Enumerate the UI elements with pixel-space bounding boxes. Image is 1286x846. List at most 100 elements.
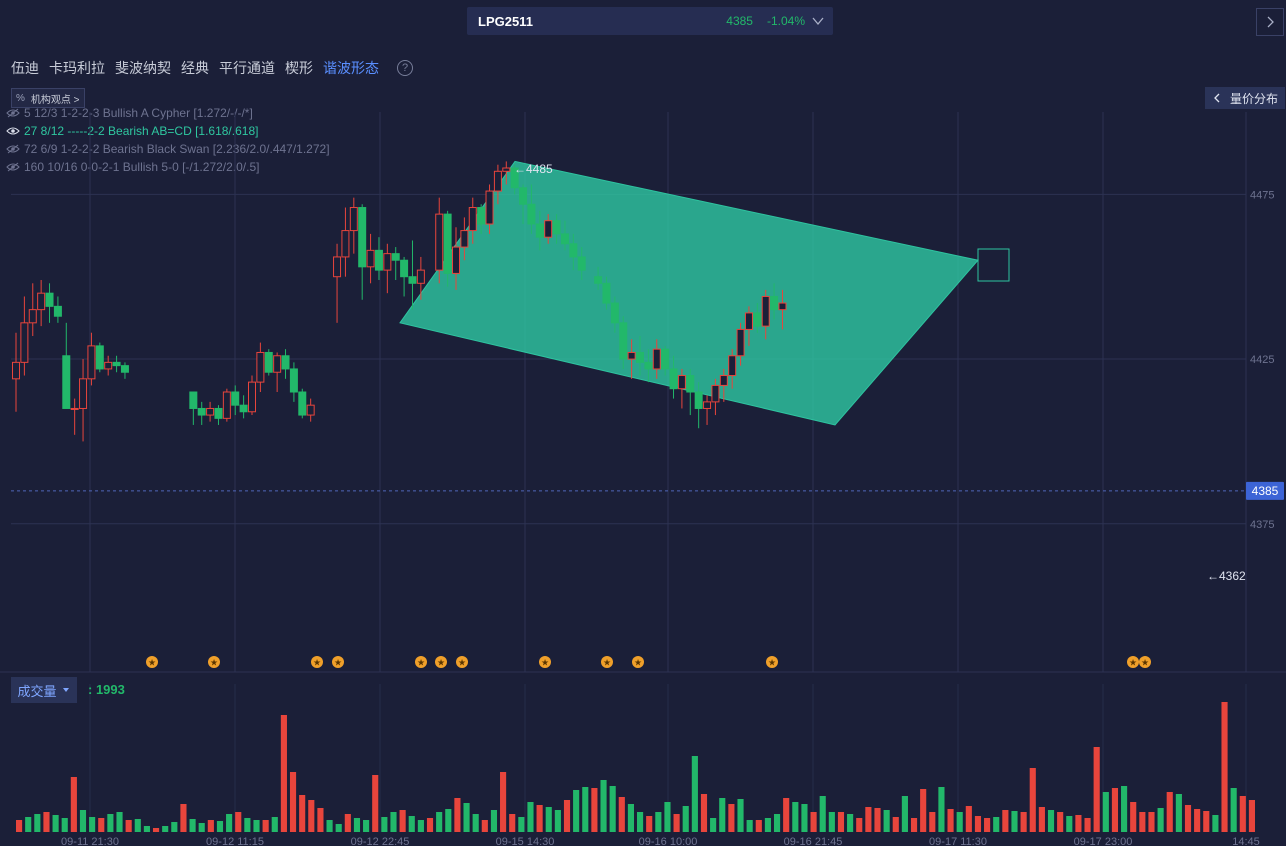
price-volume-distribution-button[interactable]: 量价分布 <box>1205 87 1285 109</box>
candle-body <box>289 368 298 393</box>
volume-bar <box>920 789 927 832</box>
chevron-down-icon <box>812 17 824 26</box>
event-marker-glyph: ★ <box>768 658 776 668</box>
event-marker-icon <box>539 656 551 668</box>
event-marker-icon <box>415 656 427 668</box>
symbol-selector[interactable]: LPG2511 4385 -1.04% <box>467 7 833 35</box>
x-tick-label: 09-17 23:00 <box>1074 836 1133 846</box>
volume-bar <box>1175 794 1182 832</box>
low-price-label: ←4362 <box>1207 569 1246 583</box>
logo-icon: % <box>16 92 25 104</box>
candle-body <box>231 391 240 406</box>
eye-off-icon[interactable] <box>6 108 20 118</box>
help-icon[interactable]: ? <box>397 60 413 76</box>
pattern-item[interactable]: 5 12/3 1-2-2-3 Bullish A Cypher [1.272/-… <box>6 104 330 122</box>
pattern-item[interactable]: 27 8/12 -----2-2 Bearish AB=CD [1.618/.6… <box>6 122 330 140</box>
volume-bar <box>79 810 87 832</box>
tab-3[interactable]: 经典 <box>181 60 209 76</box>
candle-body <box>594 276 603 284</box>
volume-value: : 1993 <box>88 682 125 697</box>
volume-indicator-selector[interactable]: 成交量 <box>11 677 77 703</box>
volume-bar <box>901 796 908 832</box>
pattern-label: 72 6/9 1-2-2-2 Bearish Black Swan [2.236… <box>24 142 330 156</box>
candle-body <box>728 355 737 377</box>
volume-bar <box>445 809 452 832</box>
pattern-label: 160 10/16 0-0-2-1 Bullish 5-0 [-/1.272/2… <box>24 160 260 174</box>
volume-bar <box>883 810 890 832</box>
candle-body <box>535 223 544 238</box>
volume-bar <box>1194 809 1201 832</box>
candle-body <box>669 368 678 390</box>
collapse-panel-button[interactable] <box>1256 8 1284 36</box>
volume-bar <box>892 817 899 832</box>
volume-bar <box>518 817 525 832</box>
x-tick-label: 09-12 22:45 <box>351 836 410 846</box>
current-price-tag <box>1246 481 1284 500</box>
volume-bar <box>280 715 287 832</box>
candle-body <box>694 391 703 409</box>
candle-body <box>256 351 265 383</box>
event-marker-icon <box>311 656 323 668</box>
x-tick-label: 09-12 11:15 <box>206 836 264 846</box>
candle-body <box>443 213 452 274</box>
y-tick-label: 4475 <box>1250 189 1274 201</box>
tab-0[interactable]: 伍迪 <box>11 60 39 76</box>
volume-bar <box>1029 768 1036 832</box>
tab-1[interactable]: 卡玛利拉 <box>49 60 105 76</box>
volume-bar <box>1084 818 1091 832</box>
volume-bar <box>490 810 498 832</box>
candle-body <box>273 355 282 373</box>
volume-bar <box>554 810 561 832</box>
volume-bar <box>691 756 698 832</box>
candle-body <box>20 322 29 363</box>
pattern-item[interactable]: 72 6/9 1-2-2-2 Bearish Black Swan [2.236… <box>6 140 330 158</box>
volume-bar <box>737 799 744 832</box>
volume-bar <box>819 796 826 832</box>
candle-body <box>477 207 486 225</box>
candle-body <box>281 355 290 370</box>
volume-bar <box>974 816 982 832</box>
volume-bar <box>408 816 415 832</box>
institution-view-button[interactable]: % 机构观点 > <box>11 88 85 108</box>
volume-bar <box>792 802 799 832</box>
volume-bar <box>929 812 936 832</box>
volume-bar <box>582 787 589 832</box>
volume-bar <box>344 814 351 832</box>
tab-6[interactable]: 谐波形态 <box>323 60 379 76</box>
volume-bar <box>70 777 77 832</box>
tab-5[interactable]: 楔形 <box>285 60 313 76</box>
candle-body <box>104 361 113 370</box>
volume-bar <box>627 804 634 832</box>
candle-body <box>112 361 121 367</box>
pattern-target-box <box>977 248 1010 282</box>
volume-bar <box>43 812 50 832</box>
eye-icon[interactable] <box>6 126 20 136</box>
volume-bar <box>984 818 991 832</box>
tab-2[interactable]: 斐波纳契 <box>115 60 171 76</box>
candle-body <box>37 292 46 311</box>
event-marker-icon <box>208 656 220 668</box>
pattern-item[interactable]: 160 10/16 0-0-2-1 Bullish 5-0 [-/1.272/2… <box>6 158 330 176</box>
price-volume-label: 量价分布 <box>1229 91 1278 106</box>
x-tick-label: 09-16 21:45 <box>784 836 843 846</box>
drawing-tool-tabs: 伍迪 卡玛利拉 斐波纳契 经典 平行通道 楔形 谐波形态? <box>11 58 413 78</box>
eye-off-icon[interactable] <box>6 144 20 154</box>
pattern-label: 5 12/3 1-2-2-3 Bullish A Cypher [1.272/-… <box>24 106 253 120</box>
event-marker-glyph: ★ <box>458 658 466 668</box>
candle-body <box>711 384 720 403</box>
institution-view-label: 机构观点 > <box>30 94 80 106</box>
volume-bar <box>417 820 424 832</box>
volume-bar <box>783 798 790 832</box>
volume-bar <box>1130 802 1137 832</box>
eye-off-icon[interactable] <box>6 162 20 172</box>
candle-body <box>333 256 342 278</box>
caret-down-icon <box>62 688 69 692</box>
volume-label: 成交量 <box>17 683 57 699</box>
candle-body <box>408 276 417 284</box>
volume-bar <box>673 814 680 832</box>
candle-body <box>761 295 770 327</box>
volume-bar <box>801 804 808 832</box>
candle-body <box>87 345 96 380</box>
tab-4[interactable]: 平行通道 <box>219 60 275 76</box>
volume-bar <box>947 809 954 832</box>
